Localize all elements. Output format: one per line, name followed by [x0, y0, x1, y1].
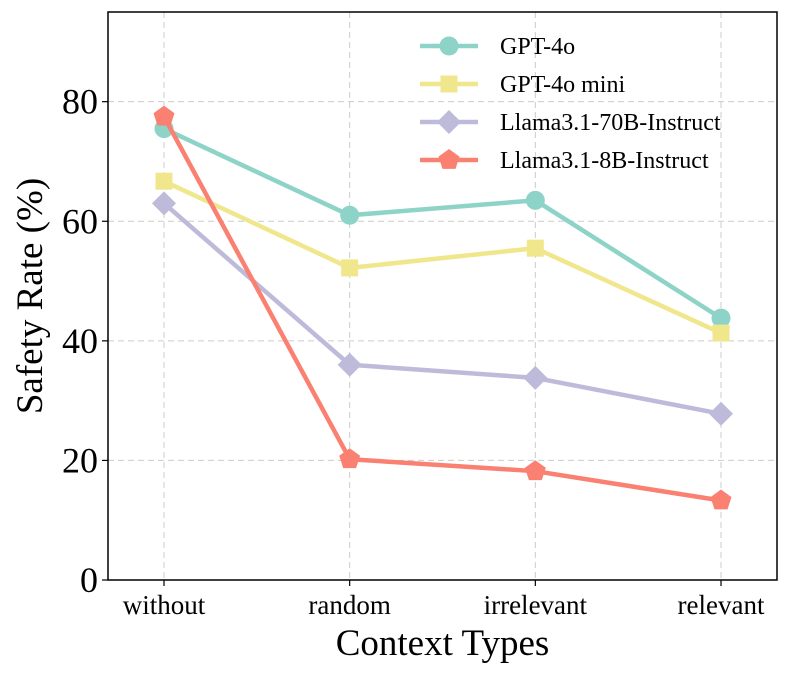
x-tick-label: random	[308, 590, 390, 620]
series-gpt-4o	[154, 119, 731, 328]
y-axis-label: Safety Rate (%)	[10, 178, 51, 414]
data-point	[339, 448, 361, 469]
legend-label: Llama3.1-8B-Instruct	[500, 148, 709, 174]
series-line	[161, 201, 724, 417]
data-point	[153, 105, 175, 126]
series-line	[161, 114, 724, 503]
y-tick-label: 40	[62, 321, 98, 361]
data-point	[524, 460, 546, 481]
data-point	[155, 172, 173, 190]
x-tick-label: relevant	[678, 590, 765, 620]
legend-marker	[440, 75, 458, 93]
legend-marker	[438, 149, 460, 169]
x-tick-label: without	[123, 590, 206, 620]
legend-marker	[439, 36, 459, 56]
y-tick-label: 0	[80, 560, 98, 600]
plot-frame	[107, 11, 778, 581]
legend-label: GPT-4o	[500, 34, 575, 60]
series-llama3-1-70b-instruct	[152, 191, 733, 426]
data-point	[712, 324, 730, 342]
y-tick-label: 20	[62, 440, 98, 480]
data-point	[711, 308, 731, 328]
data-point	[152, 191, 176, 216]
series-llama3-1-8b-instruct	[153, 105, 732, 510]
series-line	[161, 178, 724, 336]
y-tick-label: 60	[62, 201, 98, 241]
series-line	[161, 126, 724, 321]
x-axis-label: Context Types	[336, 623, 550, 664]
y-tick-label: 80	[62, 82, 98, 122]
data-point	[340, 205, 360, 225]
x-axis-ticks: without random irrelevant relevant	[123, 580, 765, 620]
legend-marker	[437, 110, 461, 134]
series-layer	[152, 105, 733, 510]
data-point	[710, 489, 732, 510]
data-point	[709, 401, 733, 426]
legend-item: Llama3.1-70B-Instruct	[420, 110, 721, 136]
series-gpt-4o-mini	[155, 172, 730, 342]
legend-label: Llama3.1-70B-Instruct	[500, 110, 721, 136]
data-point	[525, 190, 545, 210]
legend-item: Llama3.1-8B-Instruct	[420, 148, 709, 174]
legend: GPT-4o GPT-4o mini Llama3.1-70B-Instruct Ll…	[420, 34, 721, 174]
legend-item: GPT-4o	[420, 34, 575, 60]
data-point	[337, 352, 362, 377]
data-point	[523, 365, 548, 390]
legend-label: GPT-4o mini	[500, 72, 625, 98]
data-point	[526, 239, 544, 257]
legend-item: GPT-4o mini	[420, 72, 625, 98]
data-point	[341, 259, 359, 277]
x-tick-label: irrelevant	[484, 590, 588, 620]
y-axis-ticks: 0 20 40 60 80	[62, 82, 108, 600]
